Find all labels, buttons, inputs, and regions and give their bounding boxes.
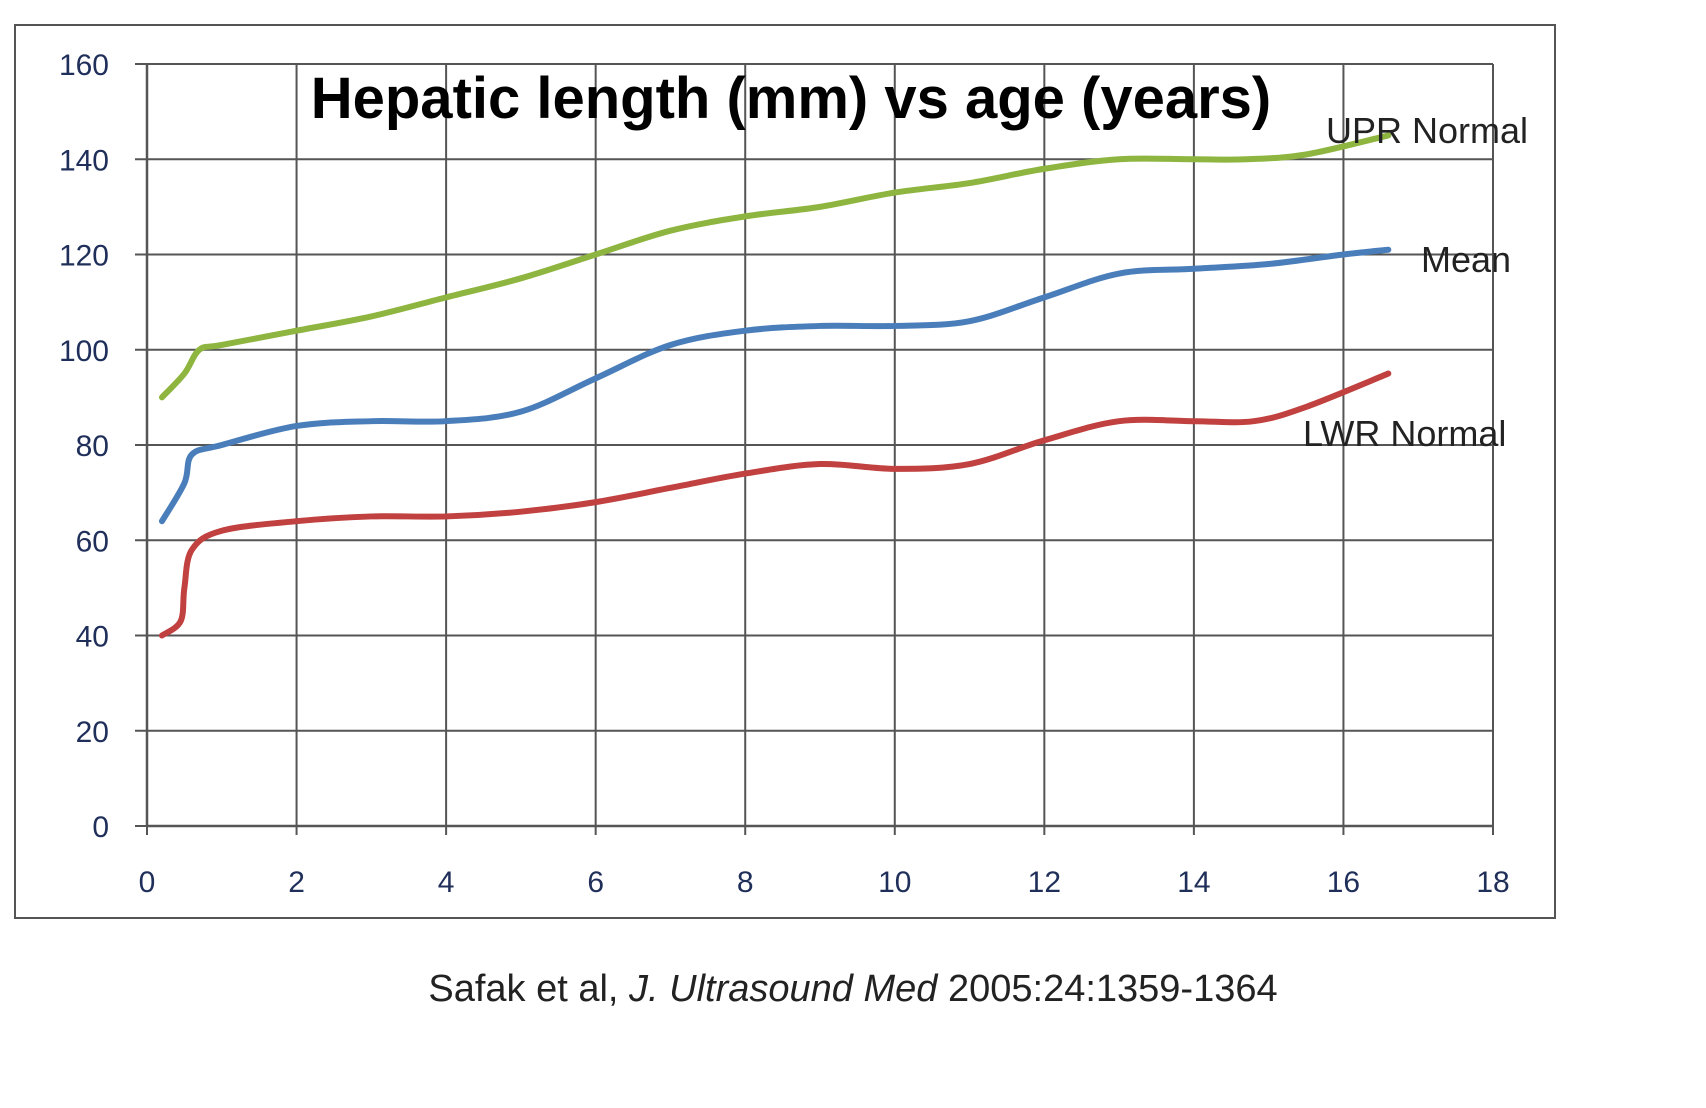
axes: 0 2 4 6 8 10 12 14 16 18 0 20 40 60 80 100 120 140 160 [59,49,1510,899]
x-tick-label: 16 [1327,866,1360,899]
series-labels: UPR Normal Mean LWR Normal [1303,110,1528,454]
y-tick-label: 160 [59,49,109,82]
series-line-mean [158,246,1392,525]
citation-reference: 2005:24:1359-1364 [937,968,1278,1010]
x-tick-label: 10 [878,866,911,899]
y-tick-label: 60 [76,525,109,558]
x-tick-label: 6 [587,866,604,899]
series-line-upr-normal [158,132,1392,401]
x-tick-label: 14 [1177,866,1210,899]
y-tick-label: 40 [76,621,109,654]
x-tick-label: 2 [288,866,305,899]
x-tick-label: 18 [1476,866,1509,899]
x-tick-label: 8 [737,866,754,899]
y-tick-label: 100 [59,335,109,368]
y-tick-label: 20 [76,716,109,749]
chart-title: Hepatic length (mm) vs age (years) [311,66,1272,131]
y-tick-label: 0 [92,811,109,844]
line-chart: 0 2 4 6 8 10 12 14 16 18 0 20 40 60 80 100 120 140 160 UPR… [59,49,1528,899]
series-label-upr-normal: UPR Normal [1326,110,1528,151]
chart-frame: 0 2 4 6 8 10 12 14 16 18 0 20 40 60 80 100 120 140 160 UPR… [14,24,1556,919]
grid [147,63,1494,826]
x-tick-label: 4 [438,866,455,899]
y-tick-label: 120 [59,240,109,273]
series-line-lwr-normal [158,370,1392,639]
y-tick-label: 140 [59,144,109,177]
citation-authors: Safak et al, [428,968,630,1010]
citation: Safak et al, J. Ultrasound Med 2005:24:1… [0,968,1706,1011]
series-label-lwr-normal: LWR Normal [1303,413,1506,454]
x-tick-label: 12 [1028,866,1061,899]
citation-journal: J. Ultrasound Med [629,968,938,1010]
series-lines [158,132,1392,639]
series-label-mean: Mean [1421,239,1511,280]
y-tick-label: 80 [76,430,109,463]
x-tick-label: 0 [139,866,156,899]
